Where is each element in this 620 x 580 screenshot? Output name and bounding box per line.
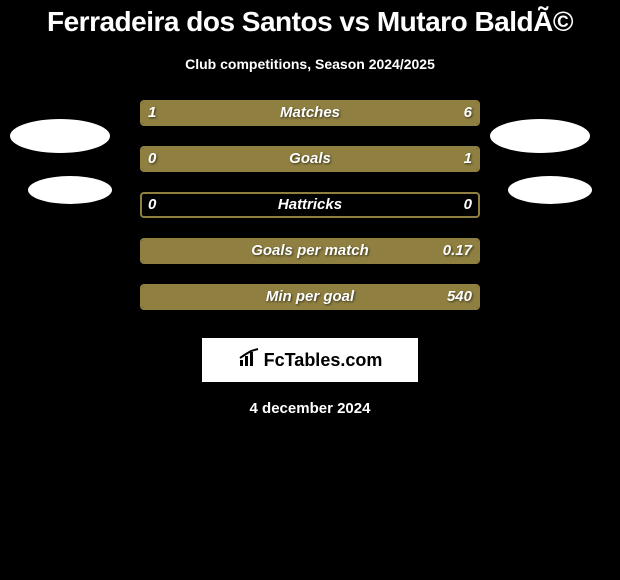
stat-label: Goals per match bbox=[140, 238, 480, 264]
avatar-ellipse bbox=[28, 176, 112, 204]
stat-label: Hattricks bbox=[140, 192, 480, 218]
page-subtitle: Club competitions, Season 2024/2025 bbox=[0, 56, 620, 72]
chart-icon bbox=[238, 348, 260, 373]
stat-row: 540Min per goal bbox=[0, 284, 620, 330]
stat-row: 0.17Goals per match bbox=[0, 238, 620, 284]
page-title: Ferradeira dos Santos vs Mutaro BaldÃ© bbox=[0, 0, 620, 38]
logo-box[interactable]: FcTables.com bbox=[202, 338, 418, 382]
logo-text: FcTables.com bbox=[264, 350, 383, 371]
stat-label: Matches bbox=[140, 100, 480, 126]
stat-label: Goals bbox=[140, 146, 480, 172]
avatar-ellipse bbox=[508, 176, 592, 204]
avatar-ellipse bbox=[10, 119, 110, 153]
date-label: 4 december 2024 bbox=[0, 400, 620, 417]
avatar-ellipse bbox=[490, 119, 590, 153]
stat-label: Min per goal bbox=[140, 284, 480, 310]
